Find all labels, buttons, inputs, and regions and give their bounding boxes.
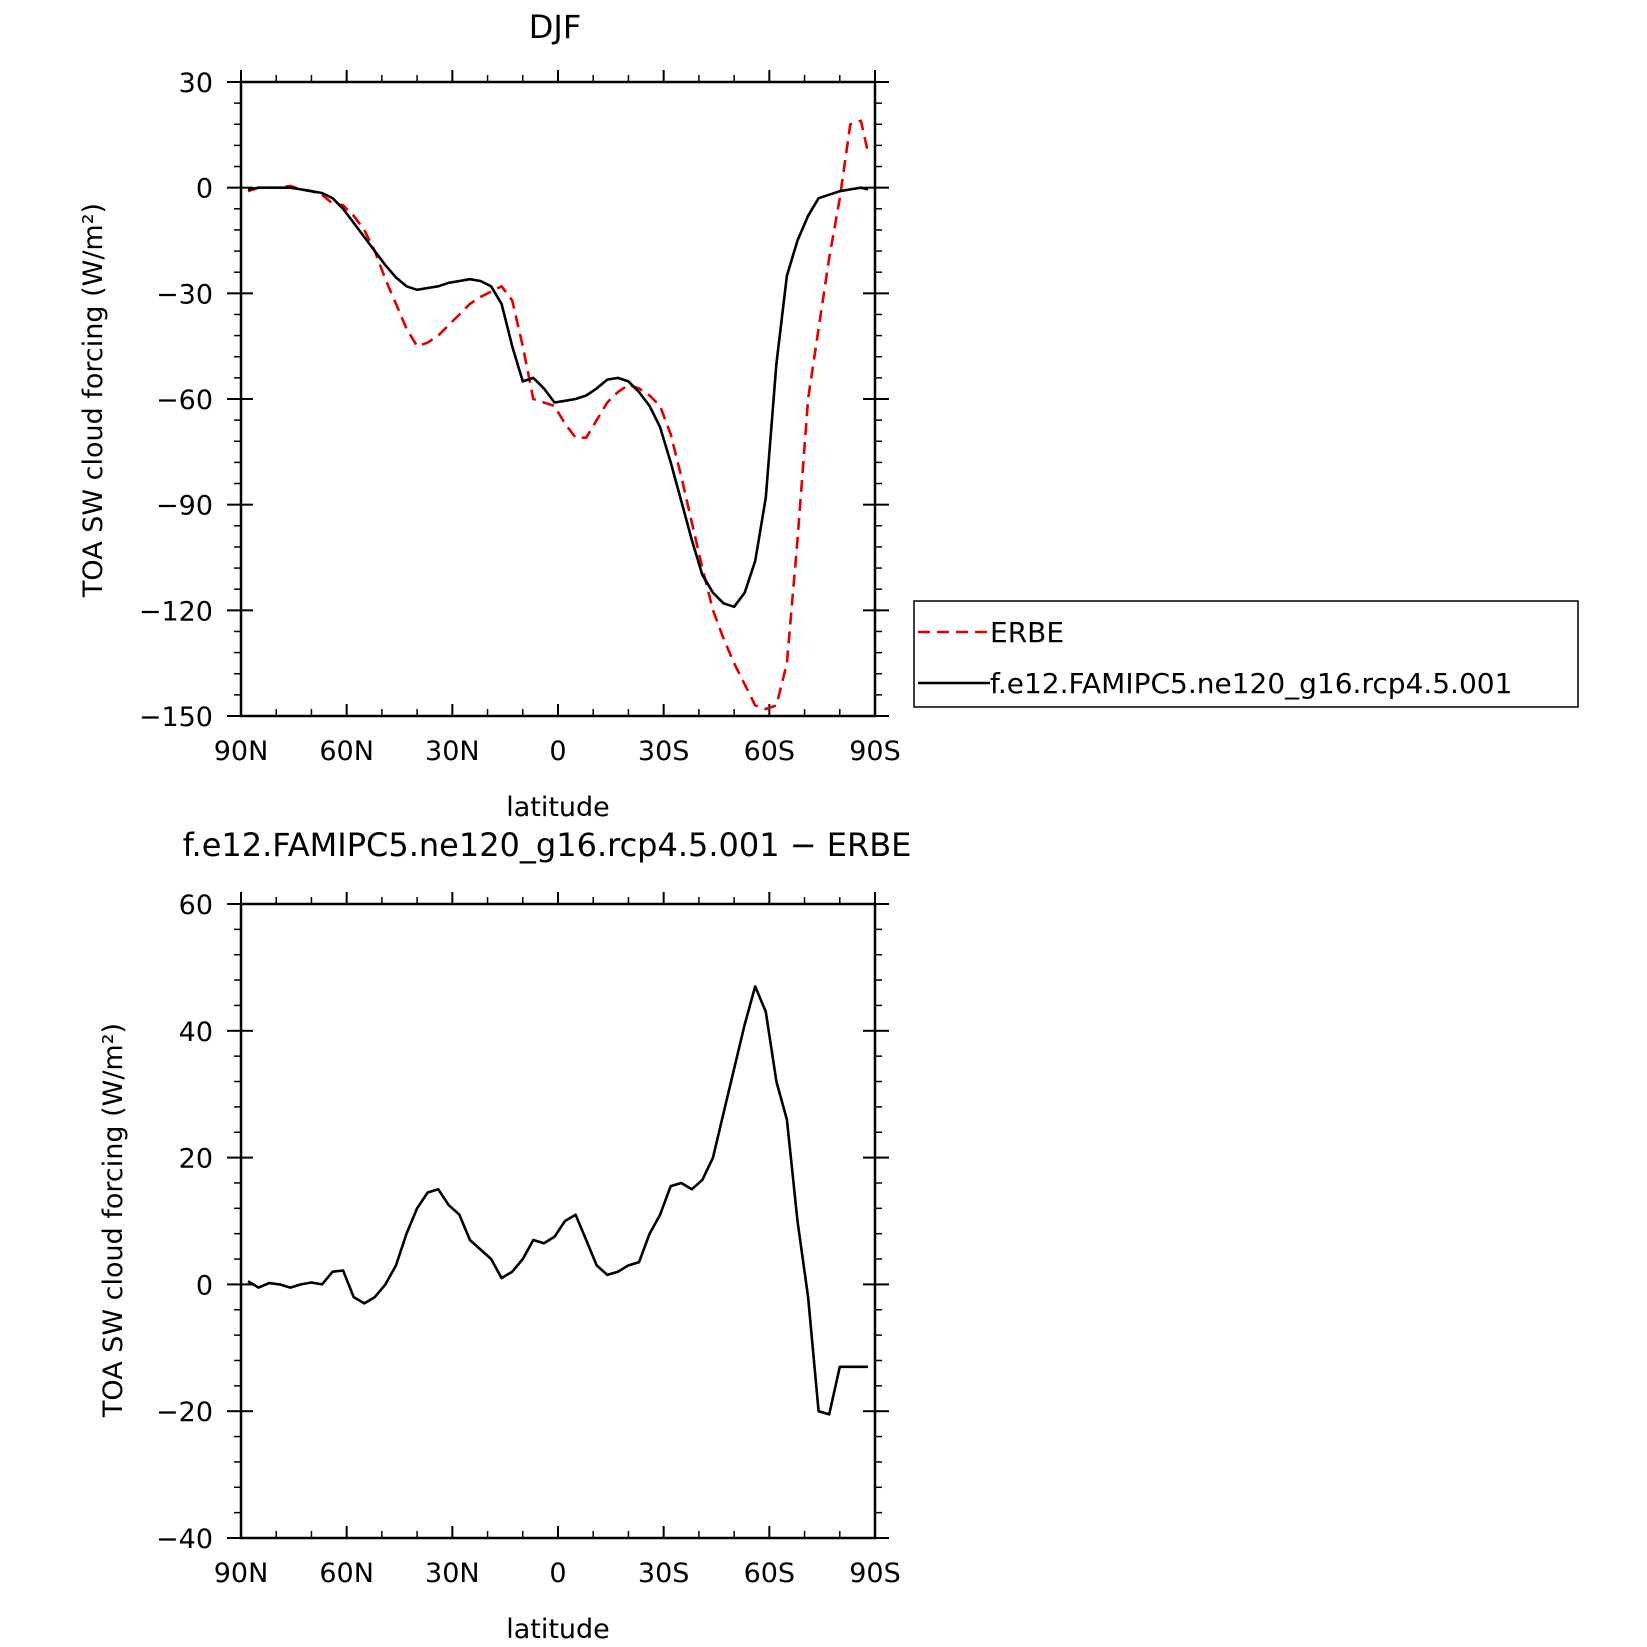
x-tick-label: 90N [214, 1558, 269, 1589]
y-tick-label: −60 [156, 385, 213, 416]
y-tick-label: 30 [179, 68, 213, 99]
series-line-erbe [247, 119, 870, 711]
y-tick-label: −40 [156, 1524, 213, 1555]
top-chart-ylabel: TOA SW cloud forcing (W/m²) [78, 203, 109, 598]
x-tick-label: 90S [849, 1558, 901, 1589]
x-tick-label: 30S [638, 1558, 690, 1589]
y-tick-label: 20 [179, 1144, 213, 1175]
x-tick-label: 30S [638, 736, 690, 767]
x-tick-label: 60N [319, 1558, 374, 1589]
x-tick-label: 30N [425, 1558, 480, 1589]
y-tick-label: 40 [179, 1017, 213, 1048]
top-chart-y-tick-labels: 30 0 −30 −60 −90 −120 −150 [139, 68, 213, 733]
x-tick-label: 0 [549, 1558, 566, 1589]
top-chart-series [247, 119, 870, 711]
x-tick-label: 90S [849, 736, 901, 767]
series-line-f-e12-famipc5-ne120-g16-rcp4-5-001 [247, 186, 869, 609]
legend: ERBE f.e12.FAMIPC5.ne120_g16.rcp4.5.001 [913, 600, 1579, 708]
legend-label-model: f.e12.FAMIPC5.ne120_g16.rcp4.5.001 [990, 667, 1512, 700]
top-chart-x-tick-labels: 90N 60N 30N 0 30S 60S 90S [214, 736, 901, 767]
legend-box [913, 600, 1579, 708]
y-tick-label: 0 [196, 174, 213, 205]
x-tick-label: 30N [425, 736, 480, 767]
x-tick-label: 60S [744, 1558, 796, 1589]
bottom-chart: f.e12.FAMIPC5.ne120_g16.rcp4.5.001 − ERB… [98, 826, 911, 1645]
bottom-chart-frame [239, 902, 877, 1540]
x-tick-label: 0 [549, 736, 566, 767]
y-tick-label: 60 [179, 890, 213, 921]
top-chart-xlabel: latitude [506, 792, 610, 823]
bottom-chart-ylabel: TOA SW cloud forcing (W/m²) [98, 1023, 129, 1418]
top-chart-frame [239, 80, 877, 718]
y-tick-label: −150 [139, 702, 213, 733]
x-tick-label: 90N [214, 736, 269, 767]
bottom-chart-x-tick-labels: 90N 60N 30N 0 30S 60S 90S [214, 1558, 901, 1589]
bottom-chart-xlabel: latitude [506, 1614, 610, 1645]
legend-label-erbe: ERBE [990, 616, 1064, 649]
y-tick-label: −30 [156, 279, 213, 310]
bottom-chart-ticks [227, 892, 889, 1539]
bottom-chart-title: f.e12.FAMIPC5.ne120_g16.rcp4.5.001 − ERB… [183, 826, 912, 864]
series-line-difference [247, 985, 868, 1416]
y-tick-label: −90 [156, 491, 213, 522]
x-tick-label: 60S [744, 736, 796, 767]
x-tick-label: 60N [319, 736, 374, 767]
y-tick-label: 0 [196, 1270, 213, 1301]
y-tick-label: −20 [156, 1397, 213, 1428]
bottom-chart-y-tick-labels: 60 40 20 0 −20 −40 [156, 890, 213, 1555]
bottom-chart-series [247, 985, 868, 1416]
top-chart: DJF 90N 60N 30N 0 30S 60S 90S 30 0 −30 −60 −90 −120… [78, 8, 901, 823]
y-tick-label: −120 [139, 596, 213, 627]
top-chart-title: DJF [529, 8, 581, 46]
